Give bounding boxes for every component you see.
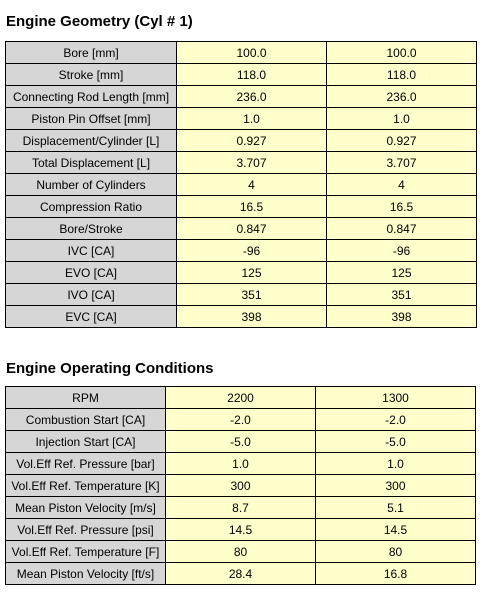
value-cell-1[interactable]: 118.0 [176, 63, 327, 86]
row-label: Vol.Eff Ref. Temperature [K] [5, 474, 166, 497]
table-row: Connecting Rod Length [mm] 236.0 236.0 [5, 85, 477, 108]
value-cell-1[interactable]: 0.927 [176, 129, 327, 152]
value-cell-1[interactable]: 14.5 [165, 518, 316, 541]
row-label: Stroke [mm] [5, 63, 177, 86]
value-cell-1[interactable]: 1.0 [165, 452, 316, 475]
row-label: Piston Pin Offset [mm] [5, 107, 177, 130]
table-row: Vol.Eff Ref. Temperature [K] 300 300 [5, 474, 476, 497]
table-row: Total Displacement [L] 3.707 3.707 [5, 151, 477, 174]
value-cell-1[interactable]: -5.0 [165, 430, 316, 453]
table-row: Vol.Eff Ref. Pressure [bar] 1.0 1.0 [5, 452, 476, 475]
value-cell-2[interactable]: 1.0 [315, 452, 476, 475]
table-row: Combustion Start [CA] -2.0 -2.0 [5, 408, 476, 431]
value-cell-2[interactable]: 14.5 [315, 518, 476, 541]
row-label: EVO [CA] [5, 261, 177, 284]
row-label: Total Displacement [L] [5, 151, 177, 174]
value-cell-1[interactable]: 4 [176, 173, 327, 196]
value-cell-1[interactable]: 80 [165, 540, 316, 563]
table-row: IVO [CA] 351 351 [5, 283, 477, 306]
row-label: Displacement/Cylinder [L] [5, 129, 177, 152]
value-cell-2[interactable]: 5.1 [315, 496, 476, 519]
value-cell-1[interactable]: 351 [176, 283, 327, 306]
engine-geometry-rows: Bore [mm] 100.0 100.0 Stroke [mm] 118.0 118.0… [5, 41, 477, 328]
value-cell-2[interactable]: -96 [326, 239, 477, 262]
table-row: Piston Pin Offset [mm] 1.0 1.0 [5, 107, 477, 130]
table-row: Mean Piston Velocity [ft/s] 28.4 16.8 [5, 562, 476, 585]
value-cell-1[interactable]: 3.707 [176, 151, 327, 174]
value-cell-2[interactable]: 16.5 [326, 195, 477, 218]
value-cell-1[interactable]: 1.0 [176, 107, 327, 130]
value-cell-1[interactable]: 236.0 [176, 85, 327, 108]
row-label: Connecting Rod Length [mm] [5, 85, 177, 108]
value-cell-2[interactable]: -5.0 [315, 430, 476, 453]
engine-operating-rows: RPM 2200 1300 Combustion Start [CA] -2.0 -2.0… [5, 386, 476, 585]
value-cell-1[interactable]: 16.5 [176, 195, 327, 218]
value-cell-2[interactable]: 236.0 [326, 85, 477, 108]
row-label: Vol.Eff Ref. Temperature [F] [5, 540, 166, 563]
table-row: Vol.Eff Ref. Temperature [F] 80 80 [5, 540, 476, 563]
table-row: Bore/Stroke 0.847 0.847 [5, 217, 477, 240]
value-cell-2[interactable]: 0.847 [326, 217, 477, 240]
value-cell-1[interactable]: -2.0 [165, 408, 316, 431]
table-row: Bore [mm] 100.0 100.0 [5, 41, 477, 64]
value-cell-2[interactable]: 3.707 [326, 151, 477, 174]
value-cell-1[interactable]: -96 [176, 239, 327, 262]
table-row: EVC [CA] 398 398 [5, 305, 477, 328]
row-label: Bore [mm] [5, 41, 177, 64]
value-cell-2[interactable]: 100.0 [326, 41, 477, 64]
value-cell-2[interactable]: 300 [315, 474, 476, 497]
row-label: Compression Ratio [5, 195, 177, 218]
value-cell-1[interactable]: 0.847 [176, 217, 327, 240]
row-label: Bore/Stroke [5, 217, 177, 240]
table-row: Vol.Eff Ref. Pressure [psi] 14.5 14.5 [5, 518, 476, 541]
value-cell-2[interactable]: 16.8 [315, 562, 476, 585]
row-label: RPM [5, 386, 166, 409]
row-label: IVO [CA] [5, 283, 177, 306]
table-row: Displacement/Cylinder [L] 0.927 0.927 [5, 129, 477, 152]
value-cell-2[interactable]: 0.927 [326, 129, 477, 152]
row-label: Injection Start [CA] [5, 430, 166, 453]
table-row: EVO [CA] 125 125 [5, 261, 477, 284]
value-cell-1[interactable]: 2200 [165, 386, 316, 409]
row-label: Vol.Eff Ref. Pressure [bar] [5, 452, 166, 475]
value-cell-2[interactable]: 80 [315, 540, 476, 563]
value-cell-2[interactable]: 351 [326, 283, 477, 306]
engine-geometry-title: Engine Geometry (Cyl # 1) [6, 13, 193, 30]
table-row: IVC [CA] -96 -96 [5, 239, 477, 262]
table-row: Number of Cylinders 4 4 [5, 173, 477, 196]
engine-operating-table: RPM 2200 1300 Combustion Start [CA] -2.0 -2.0… [5, 386, 476, 585]
engine-operating-title: Engine Operating Conditions [6, 360, 214, 377]
row-label: Number of Cylinders [5, 173, 177, 196]
row-label: Combustion Start [CA] [5, 408, 166, 431]
value-cell-1[interactable]: 300 [165, 474, 316, 497]
value-cell-2[interactable]: 398 [326, 305, 477, 328]
value-cell-2[interactable]: 125 [326, 261, 477, 284]
value-cell-1[interactable]: 100.0 [176, 41, 327, 64]
row-label: Mean Piston Velocity [m/s] [5, 496, 166, 519]
value-cell-1[interactable]: 125 [176, 261, 327, 284]
value-cell-2[interactable]: -2.0 [315, 408, 476, 431]
value-cell-2[interactable]: 118.0 [326, 63, 477, 86]
value-cell-1[interactable]: 28.4 [165, 562, 316, 585]
value-cell-2[interactable]: 1.0 [326, 107, 477, 130]
row-label: Vol.Eff Ref. Pressure [psi] [5, 518, 166, 541]
table-row: Mean Piston Velocity [m/s] 8.7 5.1 [5, 496, 476, 519]
row-label: EVC [CA] [5, 305, 177, 328]
value-cell-2[interactable]: 1300 [315, 386, 476, 409]
table-row: Stroke [mm] 118.0 118.0 [5, 63, 477, 86]
table-row: RPM 2200 1300 [5, 386, 476, 409]
value-cell-2[interactable]: 4 [326, 173, 477, 196]
engine-geometry-table: Bore [mm] 100.0 100.0 Stroke [mm] 118.0 118.0… [5, 41, 477, 328]
table-row: Compression Ratio 16.5 16.5 [5, 195, 477, 218]
value-cell-1[interactable]: 8.7 [165, 496, 316, 519]
table-row: Injection Start [CA] -5.0 -5.0 [5, 430, 476, 453]
row-label: IVC [CA] [5, 239, 177, 262]
value-cell-1[interactable]: 398 [176, 305, 327, 328]
row-label: Mean Piston Velocity [ft/s] [5, 562, 166, 585]
